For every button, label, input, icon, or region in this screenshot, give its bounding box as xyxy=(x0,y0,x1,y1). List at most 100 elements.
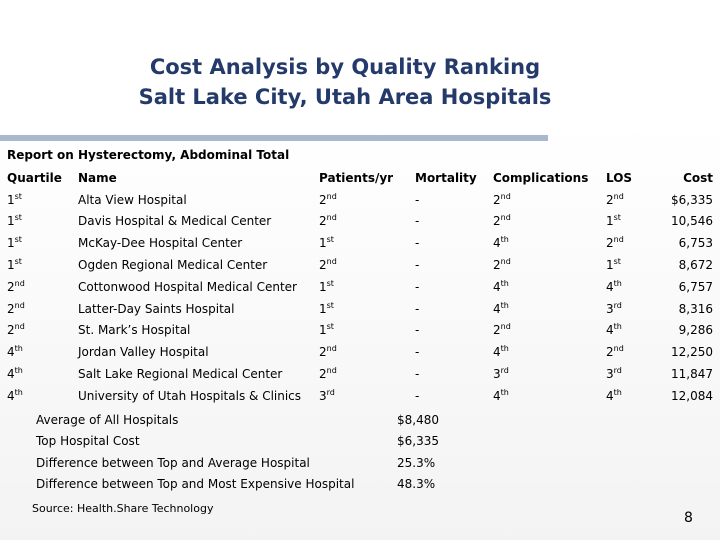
cell-quartile: 1st xyxy=(0,232,78,254)
ordinal-suffix: st xyxy=(14,257,22,267)
cell-patients: 2nd xyxy=(319,254,415,276)
title-line-1: Cost Analysis by Quality Ranking xyxy=(149,55,541,79)
ordinal-number: 2 xyxy=(319,192,327,207)
cell-cost: 6,753 xyxy=(678,236,713,251)
table-row: 2nd St. Mark’s Hospital 1st -2nd 4th 9,286 xyxy=(0,320,720,342)
ordinal-suffix: st xyxy=(14,235,22,245)
cell-cost: 12,250 xyxy=(671,345,713,360)
cell-los: 1st xyxy=(606,254,668,276)
summary-row: Top Hospital Cost $6,335 xyxy=(36,431,439,453)
summary-row: Average of All Hospitals $8,480 xyxy=(36,409,439,431)
summary-label: Average of All Hospitals xyxy=(36,412,179,427)
cell-quartile: 2nd xyxy=(0,298,78,320)
cell-complications: 2nd xyxy=(493,254,606,276)
ordinal-suffix: th xyxy=(500,387,509,397)
summary-label: Top Hospital Cost xyxy=(36,434,140,449)
table-header-row: Quartile Name Patients/yr Mortality Comp… xyxy=(0,167,720,189)
cell-name: Davis Hospital & Medical Center xyxy=(78,214,272,229)
ordinal-number: 4 xyxy=(493,345,501,360)
cell-los: 2nd xyxy=(606,232,668,254)
header-complications: Complications xyxy=(493,170,589,185)
summary-label: Difference between Top and Average Hospi… xyxy=(36,455,310,470)
cell-cost: 9,286 xyxy=(678,323,713,338)
ordinal-suffix: nd xyxy=(326,213,337,223)
cell-name: Jordan Valley Hospital xyxy=(78,345,209,360)
header-cost: Cost xyxy=(683,170,713,185)
title-divider xyxy=(0,135,548,141)
cell-name: Ogden Regional Medical Center xyxy=(78,258,268,273)
cell-mortality: - xyxy=(415,192,420,207)
title-line-2: Salt Lake City, Utah Area Hospitals xyxy=(138,85,552,109)
cell-quartile: 4th xyxy=(0,363,78,385)
ordinal-number: 1 xyxy=(319,279,327,294)
ordinal-suffix: st xyxy=(613,257,621,267)
ordinal-suffix: nd xyxy=(500,191,511,201)
table-row: 4th Jordan Valley Hospital 2nd -4th 2nd 12,25… xyxy=(0,341,720,363)
ordinal-number: 3 xyxy=(606,367,614,382)
ordinal-suffix: st xyxy=(326,235,334,245)
cell-quartile: 1st xyxy=(0,254,78,276)
cell-complications: 4th xyxy=(493,298,606,320)
ordinal-number: 2 xyxy=(606,345,614,360)
cell-patients: 2nd xyxy=(319,189,415,211)
summary-value: $6,335 xyxy=(397,434,439,449)
cell-los: 4th xyxy=(606,385,668,407)
cell-mortality: - xyxy=(415,301,420,316)
ordinal-suffix: st xyxy=(326,322,334,332)
ordinal-number: 2 xyxy=(7,323,15,338)
cell-name: Salt Lake Regional Medical Center xyxy=(78,367,283,382)
table-row: 1st Davis Hospital & Medical Center 2nd -2n… xyxy=(0,211,720,233)
ordinal-suffix: st xyxy=(14,191,22,201)
ordinal-number: 4 xyxy=(7,388,15,403)
ordinal-suffix: th xyxy=(14,366,23,376)
ordinal-suffix: nd xyxy=(613,235,624,245)
ordinal-number: 4 xyxy=(606,388,614,403)
table-row: 4th University of Utah Hospitals & Clinic… xyxy=(0,385,720,407)
ordinal-number: 2 xyxy=(606,192,614,207)
ordinal-number: 4 xyxy=(7,345,15,360)
ordinal-number: 2 xyxy=(493,214,501,229)
ordinal-number: 4 xyxy=(606,323,614,338)
ordinal-number: 3 xyxy=(493,367,501,382)
cell-complications: 4th xyxy=(493,276,606,298)
cell-los: 3rd xyxy=(606,298,668,320)
cell-complications: 4th xyxy=(493,341,606,363)
ordinal-number: 1 xyxy=(319,236,327,251)
ordinal-suffix: nd xyxy=(14,278,25,288)
cell-mortality: - xyxy=(415,345,420,360)
ordinal-suffix: st xyxy=(326,300,334,310)
header-patients: Patients/yr xyxy=(319,170,394,185)
table-row: 1st Alta View Hospital 2nd -2nd 2nd $6,335 xyxy=(0,189,720,211)
ordinal-suffix: nd xyxy=(14,322,25,332)
page-number: 8 xyxy=(684,510,693,526)
cell-quartile: 1st xyxy=(0,189,78,211)
ordinal-number: 1 xyxy=(606,258,614,273)
ordinal-number: 4 xyxy=(7,367,15,382)
cell-quartile: 4th xyxy=(0,385,78,407)
ordinal-suffix: nd xyxy=(500,322,511,332)
cell-cost: 10,546 xyxy=(671,214,713,229)
header-los: LOS xyxy=(606,170,633,185)
ordinal-number: 2 xyxy=(7,279,15,294)
cell-complications: 2nd xyxy=(493,320,606,342)
cell-complications: 2nd xyxy=(493,211,606,233)
cell-name: St. Mark’s Hospital xyxy=(78,323,191,338)
cell-complications: 3rd xyxy=(493,363,606,385)
cell-name: Alta View Hospital xyxy=(78,192,187,207)
ordinal-suffix: nd xyxy=(500,213,511,223)
ordinal-number: 1 xyxy=(7,258,15,273)
ordinal-number: 2 xyxy=(493,192,501,207)
summary-label: Difference between Top and Most Expensiv… xyxy=(36,477,355,492)
ordinal-number: 1 xyxy=(7,214,15,229)
ordinal-number: 2 xyxy=(319,258,327,273)
ordinal-suffix: th xyxy=(14,344,23,354)
slide-title: Cost Analysis by Quality Ranking Salt La… xyxy=(0,52,690,112)
ordinal-number: 2 xyxy=(493,258,501,273)
ordinal-suffix: rd xyxy=(613,366,622,376)
ordinal-suffix: rd xyxy=(326,387,335,397)
table-row: 2nd Latter-Day Saints Hospital 1st -4th 3rd 8… xyxy=(0,298,720,320)
ordinal-suffix: nd xyxy=(326,191,337,201)
ordinal-number: 4 xyxy=(493,236,501,251)
cell-complications: 2nd xyxy=(493,189,606,211)
cell-los: 2nd xyxy=(606,341,668,363)
